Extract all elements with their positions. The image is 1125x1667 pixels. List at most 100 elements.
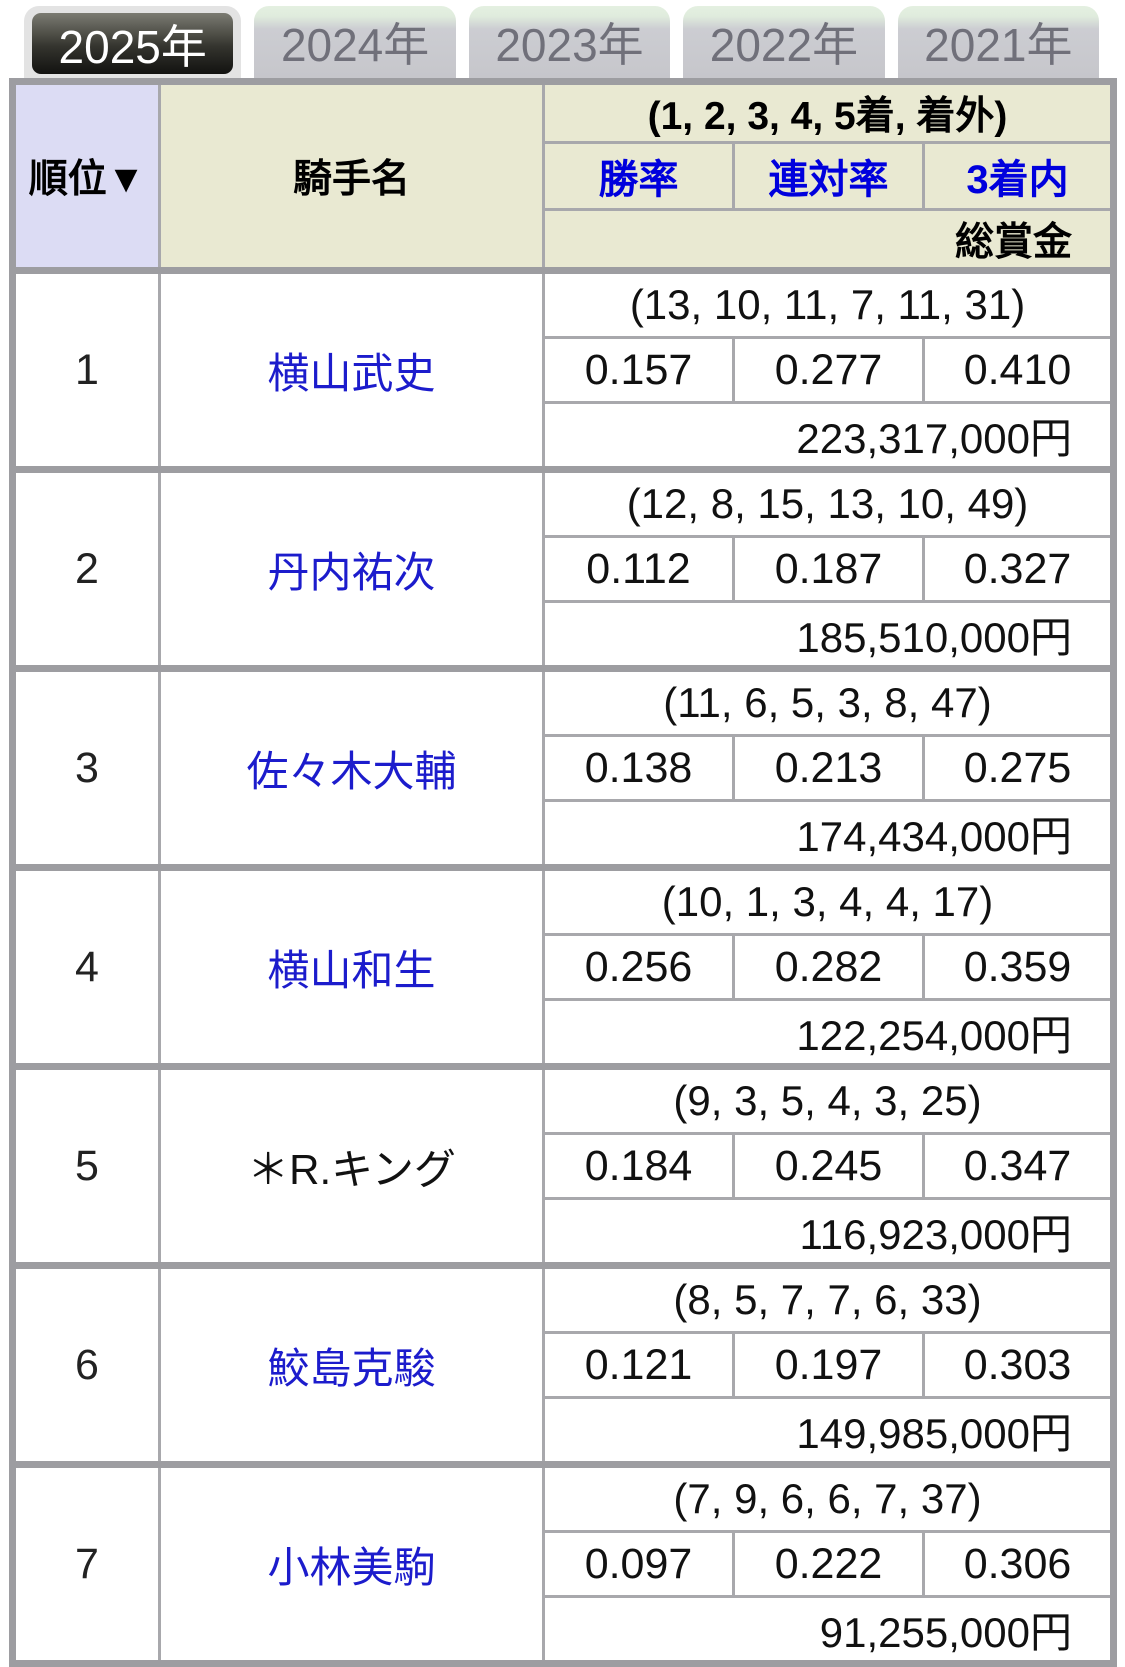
quinella-rate-header[interactable]: 連対率 (732, 141, 925, 211)
rank-cell: 7 (11, 1461, 161, 1665)
rates-row: 0.256 0.282 0.359 (13, 933, 1115, 1001)
jockey-name-cell: 佐々木大輔 (158, 665, 545, 869)
finish-counts-row: 3 佐々木大輔 (11, 6, 5, 3, 8, 47) (11, 665, 1115, 869)
quinella-rate-cell: 0.213 (732, 734, 925, 802)
prize-row: 223,317,000円 (13, 401, 1115, 471)
finish-counts-cell: (10, 1, 3, 4, 4, 17) (542, 864, 1115, 936)
table-header: 順位▼ 騎手名 (1, 2, 3, 4, 5着, 着外) 勝率 連対率 3着内 … (11, 80, 1115, 272)
year-tab-inner: 2024年 (254, 6, 455, 78)
prize-row: 122,254,000円 (13, 998, 1115, 1068)
jockey-name-link[interactable]: 丹内祐次 (267, 548, 436, 596)
rates-row: 0.121 0.197 0.303 (13, 1331, 1115, 1399)
prize-cell: 223,317,000円 (542, 401, 1115, 471)
show-rate-cell: 0.275 (922, 734, 1115, 802)
show-rate-cell: 0.303 (922, 1331, 1115, 1399)
finish-counts-cell: (8, 5, 7, 7, 6, 33) (542, 1262, 1115, 1334)
finish-counts-cell: (11, 6, 5, 3, 8, 47) (542, 665, 1115, 737)
rank-sort-header[interactable]: 順位▼ (11, 80, 161, 272)
quinella-rate-cell: 0.277 (732, 336, 925, 404)
win-rate-cell: 0.138 (542, 734, 735, 802)
prize-row: 149,985,000円 (13, 1396, 1115, 1466)
year-tab-label: 2023年 (495, 19, 644, 71)
year-tab-inner: 2023年 (469, 6, 670, 78)
prize-cell: 149,985,000円 (542, 1396, 1115, 1466)
prize-row: 116,923,000円 (13, 1197, 1115, 1267)
prize-cell: 174,434,000円 (542, 799, 1115, 869)
jockey-row-group: 1 横山武史 (13, 10, 11, 7, 11, 31) 0.157 0.2… (11, 267, 1115, 471)
jockey-name-link[interactable]: 鮫島克駿 (267, 1344, 436, 1392)
quinella-rate-cell: 0.282 (732, 933, 925, 1001)
rank-cell: 6 (11, 1262, 161, 1466)
jockey-name-link: ＊R.キング (247, 1145, 456, 1193)
prize-row: 91,255,000円 (13, 1595, 1115, 1665)
jockey-ranking-table: 順位▼ 騎手名 (1, 2, 3, 4, 5着, 着外) 勝率 連対率 3着内 … (9, 78, 1117, 1667)
win-rate-cell: 0.097 (542, 1530, 735, 1598)
year-tab-inner: 2022年 (683, 6, 884, 78)
finish-counts-row: 7 小林美駒 (7, 9, 6, 6, 7, 37) (11, 1461, 1115, 1665)
prize-header: 総賞金 (542, 208, 1115, 272)
jockey-row-group: 3 佐々木大輔 (11, 6, 5, 3, 8, 47) 0.138 0.213… (11, 665, 1115, 869)
jockey-row-group: 2 丹内祐次 (12, 8, 15, 13, 10, 49) 0.112 0.1… (11, 466, 1115, 670)
rates-row: 0.157 0.277 0.410 (13, 336, 1115, 404)
rank-cell: 5 (11, 1063, 161, 1267)
jockey-name-link[interactable]: 横山和生 (267, 946, 436, 994)
jockey-row-group: 6 鮫島克駿 (8, 5, 7, 7, 6, 33) 0.121 0.197 0… (11, 1262, 1115, 1466)
win-rate-header[interactable]: 勝率 (542, 141, 735, 211)
rank-cell: 3 (11, 665, 161, 869)
finish-counts-cell: (7, 9, 6, 6, 7, 37) (542, 1461, 1115, 1533)
prize-cell: 122,254,000円 (542, 998, 1115, 1068)
quinella-rate-cell: 0.222 (732, 1530, 925, 1598)
finish-counts-row: 2 丹内祐次 (12, 8, 15, 13, 10, 49) (11, 466, 1115, 670)
show-rate-cell: 0.359 (922, 933, 1115, 1001)
rates-row: 0.184 0.245 0.347 (13, 1132, 1115, 1200)
win-rate-cell: 0.157 (542, 336, 735, 404)
rank-cell: 2 (11, 466, 161, 670)
show-rate-cell: 0.410 (922, 336, 1115, 404)
year-tab-label: 2025年 (58, 20, 207, 73)
win-rate-cell: 0.256 (542, 933, 735, 1001)
rank-cell: 4 (11, 864, 161, 1068)
rank-cell: 1 (11, 267, 161, 471)
prize-cell: 116,923,000円 (542, 1197, 1115, 1267)
jockey-name-link[interactable]: 小林美駒 (267, 1543, 436, 1591)
prize-cell: 91,255,000円 (542, 1595, 1115, 1665)
jockey-name-header: 騎手名 (158, 80, 545, 272)
jockey-row-group: 5 ＊R.キング (9, 3, 5, 4, 3, 25) 0.184 0.245… (11, 1063, 1115, 1267)
year-tab[interactable]: 2023年 (468, 6, 671, 78)
win-rate-cell: 0.184 (542, 1132, 735, 1200)
show-rate-cell: 0.306 (922, 1530, 1115, 1598)
prize-row: 174,434,000円 (13, 799, 1115, 869)
rates-row: 0.138 0.213 0.275 (13, 734, 1115, 802)
year-tab-inner: 2025年 (32, 13, 234, 74)
rates-row: 0.097 0.222 0.306 (13, 1530, 1115, 1598)
year-tab-inner: 2021年 (898, 6, 1099, 78)
year-tab-label: 2024年 (280, 19, 430, 71)
show-rate-cell: 0.327 (922, 535, 1115, 603)
show-rate-header[interactable]: 3着内 (922, 141, 1115, 211)
year-tab[interactable]: 2021年 (897, 6, 1100, 78)
year-tab[interactable]: 2024年 (254, 6, 456, 78)
jockey-name-link[interactable]: 横山武史 (267, 349, 436, 397)
finish-counts-row: 6 鮫島克駿 (8, 5, 7, 7, 6, 33) (11, 1262, 1115, 1466)
finish-counts-cell: (13, 10, 11, 7, 11, 31) (542, 267, 1115, 339)
quinella-rate-cell: 0.197 (732, 1331, 925, 1399)
quinella-rate-cell: 0.187 (732, 535, 925, 603)
jockey-name-cell: 横山武史 (158, 267, 545, 471)
year-tab[interactable]: 2022年 (683, 6, 885, 78)
finish-counts-cell: (12, 8, 15, 13, 10, 49) (542, 466, 1115, 538)
show-rate-cell: 0.347 (922, 1132, 1115, 1200)
jockey-name-cell: 小林美駒 (158, 1461, 545, 1665)
jockey-row-group: 4 横山和生 (10, 1, 3, 4, 4, 17) 0.256 0.282 … (11, 864, 1115, 1068)
year-tab-label: 2022年 (709, 19, 859, 71)
jockey-name-link[interactable]: 佐々木大輔 (246, 747, 457, 795)
win-rate-cell: 0.112 (542, 535, 735, 603)
jockey-name-cell: 横山和生 (158, 864, 545, 1068)
jockey-name-cell: ＊R.キング (158, 1063, 545, 1267)
quinella-rate-cell: 0.245 (732, 1132, 925, 1200)
jockey-name-cell: 鮫島克駿 (158, 1262, 545, 1466)
finish-counts-cell: (9, 3, 5, 4, 3, 25) (542, 1063, 1115, 1135)
year-tabbar: 2025年 2024年 2023年 2022年 2021年 (0, 0, 1125, 78)
year-tab[interactable]: 2025年 (24, 6, 242, 78)
jockey-row-group: 7 小林美駒 (7, 9, 6, 6, 7, 37) 0.097 0.222 0… (11, 1461, 1115, 1665)
finish-counts-header: (1, 2, 3, 4, 5着, 着外) (542, 80, 1115, 144)
